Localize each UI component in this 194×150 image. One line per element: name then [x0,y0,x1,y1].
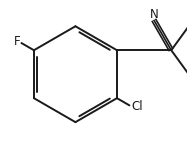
Text: Cl: Cl [131,100,143,113]
Text: N: N [150,9,159,21]
Text: F: F [14,35,21,48]
